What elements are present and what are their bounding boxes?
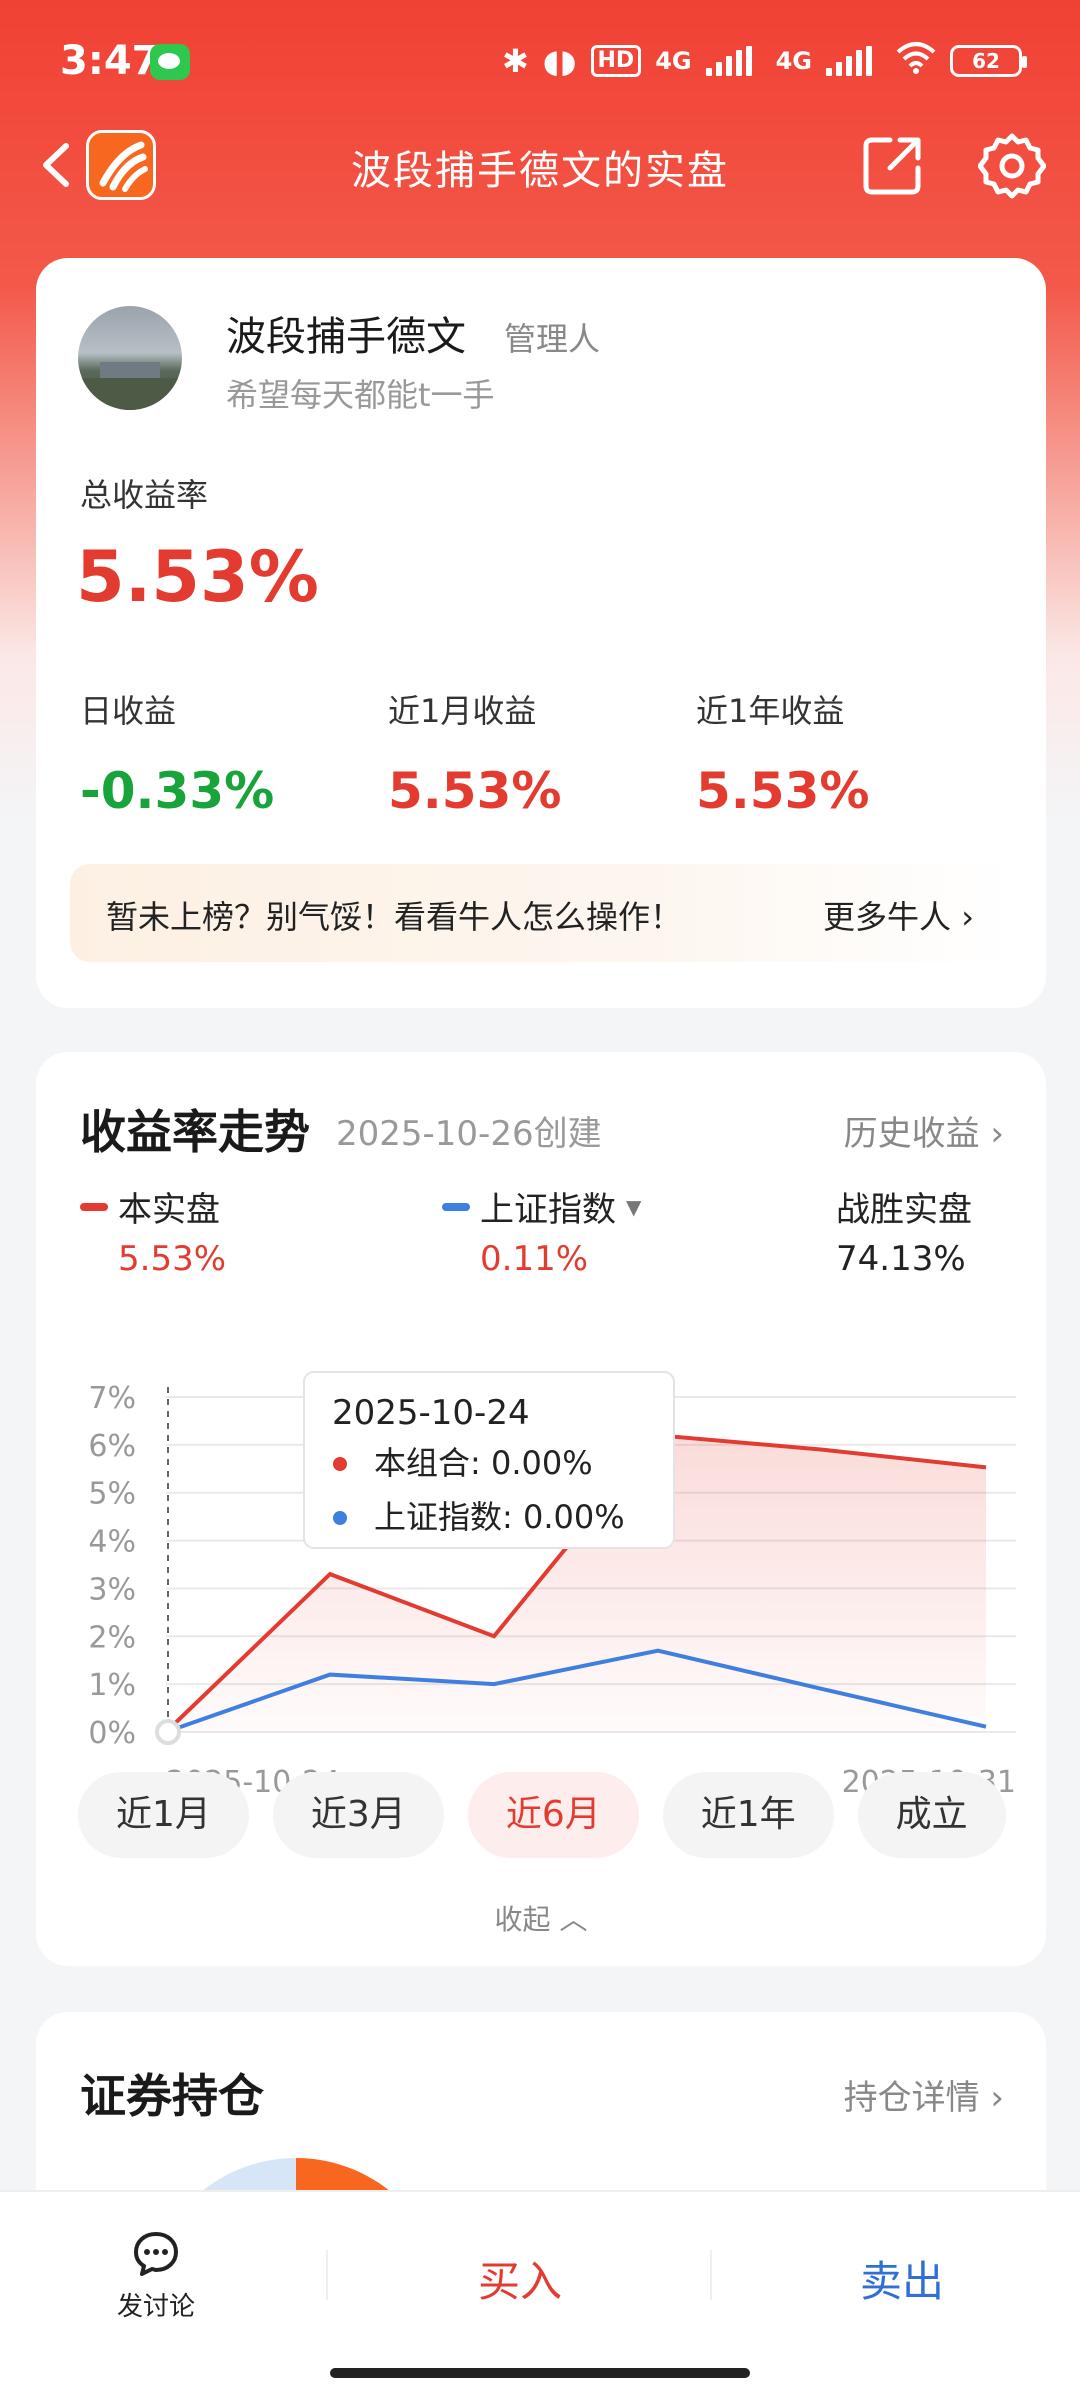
nav-bar: 波段捕手德文的实盘 [0,120,1080,210]
status-bar: 3:47 ✱ ◖◗ HD 4G 4G 62 [0,0,1080,128]
divider [710,2250,712,2300]
legend-beat-name: 战胜实盘 [836,1190,972,1230]
chat-icon [134,2232,178,2276]
legend-index-name: 上证指数 [480,1190,616,1230]
tooltip-dot [333,1511,347,1525]
more-experts-label: 更多牛人 [823,898,952,936]
chevron-right-icon: › [990,2078,1004,2118]
legend-beat: 战胜实盘 74.13% [836,1182,972,1279]
page-title: 波段捕手德文的实盘 [351,148,729,194]
discuss-label: 发讨论 [116,2292,195,2322]
legend-portfolio-name: 本实盘 [118,1190,220,1230]
range-tab[interactable]: 近1月 [78,1772,249,1858]
user-role-badge: 管理人 [504,320,601,358]
battery-icon: 62 [950,45,1027,77]
tooltip-dot [333,1457,347,1471]
legend-portfolio: 本实盘 5.53% [80,1182,226,1279]
sell-button[interactable]: 卖出 [859,2257,944,2306]
collapse-button[interactable]: 收起 ︿ [36,1898,1046,1938]
hd-icon: HD [590,45,642,77]
promo-text: 暂未上榜？别气馁！看看牛人怎么操作！ [106,898,683,936]
buy-button[interactable]: 买入 [477,2257,562,2306]
more-experts-link[interactable]: 更多牛人 › [823,892,974,938]
legend-swatch-index [442,1202,470,1211]
stat-year: 近1年收益 5.53% [696,686,869,820]
range-tab[interactable]: 近3月 [272,1772,444,1858]
stat-daily: 日收益 -0.33% [80,686,274,820]
stat-year-value: 5.53% [696,762,870,820]
network-label-2: 4G [775,47,812,75]
history-returns-link[interactable]: 历史收益 › [844,1106,1004,1155]
range-tab[interactable]: 近6月 [467,1772,639,1858]
chevron-up-icon: ︿ [559,1903,588,1936]
chevron-right-icon: › [990,1114,1004,1154]
total-return-label: 总收益率 [80,476,209,514]
range-tab[interactable]: 成立 [857,1772,1006,1858]
tooltip-row: 上证指数: 0.00% [374,1498,625,1536]
promo-banner[interactable]: 暂未上榜？别气馁！看看牛人怎么操作！ 更多牛人 › [70,864,1014,962]
avatar[interactable] [78,306,182,410]
range-tabs: 近1月 近3月 近6月 近1年 成立 [78,1772,1018,1860]
portfolio-area [166,1435,986,1732]
wechat-notification-icon [150,44,190,80]
share-icon[interactable] [860,132,926,198]
y-tick-label: 4% [88,1525,136,1560]
bluetooth-icon: ✱ [501,42,529,80]
tooltip-row: 本组合: 0.00% [374,1444,593,1482]
collapse-label: 收起 [494,1903,551,1936]
index-line [165,1648,987,1734]
y-tick-label: 2% [88,1620,136,1655]
y-tick-label: 5% [88,1477,136,1512]
vibrate-icon: ◖◗ [542,42,577,80]
app-logo[interactable] [86,130,156,200]
return-chart[interactable]: 7%6%5%4%3%2%1%0%2025-10-242025-10-312025… [36,1302,1046,1802]
y-tick-label: 0% [88,1716,136,1751]
stat-daily-label: 日收益 [80,692,177,730]
back-icon[interactable] [36,142,76,188]
bottom-action-bar: 发讨论 买入 卖出 [0,2190,1080,2400]
tooltip-box [303,1371,675,1549]
caret-down-icon: ▼ [626,1194,642,1219]
legend-index[interactable]: 上证指数 ▼ 0.11% [442,1182,641,1279]
user-name[interactable]: 波段捕手德文 [226,314,466,360]
gear-icon[interactable] [978,132,1046,200]
stat-month-label: 近1月收益 [388,692,537,730]
y-tick-label: 7% [88,1381,136,1416]
tooltip-date: 2025-10-24 [332,1393,530,1433]
network-label-1: 4G [655,47,692,75]
holdings-detail-link[interactable]: 持仓详情 › [844,2070,1004,2119]
signal-icon-2 [826,46,882,76]
divider [326,2250,328,2300]
history-returns-label: 历史收益 [843,1114,980,1154]
range-tab[interactable]: 近1年 [662,1772,834,1858]
y-tick-label: 3% [88,1572,136,1607]
legend-beat-value: 74.13% [836,1239,966,1279]
chevron-right-icon: › [961,898,974,936]
legend-swatch-portfolio [80,1202,108,1211]
return-trend-card: 收益率走势 2025-10-26创建 历史收益 › 本实盘 5.53% 上证指数… [36,1052,1046,1966]
status-time: 3:47 [60,38,160,84]
wifi-icon [896,40,936,82]
signal-icon [705,46,762,76]
status-indicators: ✱ ◖◗ HD 4G 4G 62 [501,40,1027,82]
holdings-detail-label: 持仓详情 [843,2078,980,2118]
trend-created-date: 2025-10-26创建 [336,1114,602,1154]
legend-index-value: 0.11% [480,1239,589,1279]
discuss-button[interactable]: 发讨论 [106,2230,206,2323]
stat-month: 近1月收益 5.53% [388,686,561,820]
profile-card: 波段捕手德文 管理人 希望每天都能t一手 总收益率 5.53% 日收益 -0.3… [36,258,1046,1008]
y-tick-label: 6% [88,1429,136,1464]
stat-year-label: 近1年收益 [696,692,845,730]
user-bio: 希望每天都能t一手 [226,376,495,414]
stat-daily-value: -0.33% [80,762,275,820]
stat-month-value: 5.53% [388,762,562,820]
holdings-title: 证券持仓 [80,2069,264,2123]
hover-point [155,1719,181,1745]
total-return-value: 5.53% [76,536,319,618]
legend-portfolio-value: 5.53% [118,1239,227,1279]
y-tick-label: 1% [88,1668,136,1703]
home-indicator[interactable] [330,2368,750,2378]
trend-title: 收益率走势 [80,1105,310,1159]
